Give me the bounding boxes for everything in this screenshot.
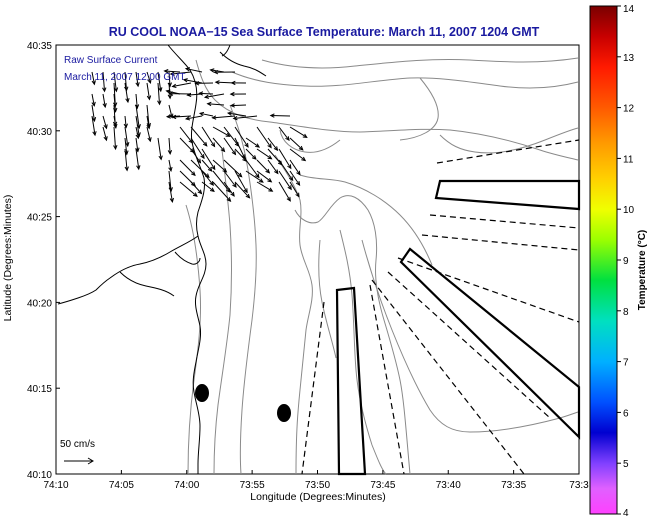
x-tick-label: 73:35 [501, 480, 526, 491]
colorbar-tick-label: 10 [623, 205, 635, 216]
y-axis-label: Latitude (Degrees:Minutes) [2, 195, 14, 322]
scale-label: 50 cm/s [60, 439, 95, 450]
y-tick-label: 40:30 [27, 127, 52, 138]
y-tick-label: 40:10 [27, 470, 52, 481]
y-tick-label: 40:15 [27, 384, 52, 395]
y-axis-ticks: 40:35 40:30 40:25 40:20 40:15 40:10 [27, 41, 60, 481]
colorbar-tick-label: 14 [623, 4, 635, 15]
colorbar-tick-label: 6 [623, 408, 629, 419]
x-tick-label: 73:40 [436, 480, 461, 491]
colorbar-label: Temperature (°C) [637, 230, 648, 311]
annotation-line1: Raw Surface Current [64, 55, 158, 66]
colorbar [590, 6, 617, 514]
figure-title: RU COOL NOAA−15 Sea Surface Temperature:… [109, 25, 540, 39]
y-tick-label: 40:25 [27, 213, 52, 224]
colorbar-tick-label: 8 [623, 307, 629, 318]
annotation-line2: March 11, 2007 12:00 GMT [64, 72, 186, 83]
y-tick-label: 40:35 [27, 41, 52, 52]
plot-frame [56, 45, 579, 474]
colorbar-ticks: 14 13 12 11 10 9 8 7 6 5 4 [617, 4, 635, 519]
x-tick-label: 73:45 [370, 480, 395, 491]
radar-site-marker [195, 384, 209, 402]
y-tick-label: 40:20 [27, 298, 52, 309]
colorbar-tick-label: 5 [623, 459, 629, 470]
colorbar-tick-label: 13 [623, 53, 635, 64]
colorbar-tick-label: 12 [623, 104, 635, 115]
colorbar-tick-label: 11 [623, 154, 634, 165]
x-tick-label: 73:55 [240, 480, 265, 491]
x-tick-label: 73:50 [305, 480, 330, 491]
x-tick-label: 74:05 [109, 480, 134, 491]
x-tick-label: 74:10 [43, 480, 68, 491]
x-axis-label: Longitude (Degrees:Minutes) [250, 491, 385, 503]
colorbar-tick-label: 4 [623, 508, 629, 519]
colorbar-tick-label: 9 [623, 256, 629, 267]
colorbar-tick-label: 7 [623, 358, 629, 369]
x-tick-label: 74:00 [174, 480, 199, 491]
radar-site-marker [277, 404, 291, 422]
x-tick-label: 73:3 [569, 480, 589, 491]
